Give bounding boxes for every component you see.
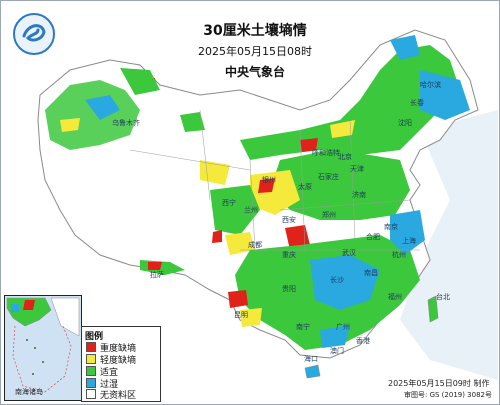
place-label-jinan: 济南 <box>352 191 366 199</box>
place-label-fuzhou: 福州 <box>388 293 402 301</box>
region-tibet-red <box>148 262 162 270</box>
legend-swatch <box>86 366 96 376</box>
legend-swatch <box>86 342 96 352</box>
legend-label: 轻度缺墒 <box>100 356 137 366</box>
region-north-xinjiang-green <box>120 68 160 95</box>
place-label-nanchang: 南昌 <box>364 269 378 277</box>
hainan-island <box>304 364 321 379</box>
region-south-blue <box>310 255 380 310</box>
region-inner-mongolia-red <box>300 138 318 152</box>
region-yunnan-red <box>228 290 248 308</box>
place-label-shijiazhuang: 石家庄 <box>318 173 339 181</box>
region-xinjiang-blue <box>85 95 120 120</box>
region-inner-mongolia-green <box>240 45 460 160</box>
place-label-hohhot: 呼和浩特 <box>312 149 340 157</box>
region-sichuan-yellow <box>225 232 255 255</box>
place-label-yinchuan: 银川 <box>262 176 276 184</box>
place-label-xian: 西安 <box>282 216 296 224</box>
region-northeast-blue <box>420 70 470 120</box>
region-inner-mongolia-yellow <box>330 120 355 138</box>
place-label-taipei: 台北 <box>436 293 450 301</box>
made-time: 2025年05月15日09时 制作 <box>388 379 490 388</box>
region-qinghai-green <box>210 185 260 235</box>
place-label-kunming: 昆明 <box>234 311 248 319</box>
place-label-hangzhou: 杭州 <box>392 251 406 259</box>
place-label-xining: 西宁 <box>222 199 236 207</box>
map-title: 30厘米土壤墒情 <box>203 23 307 39</box>
region-yili-green <box>180 112 205 132</box>
legend-item-light-deficit: 轻度缺墒 <box>86 354 137 366</box>
place-label-shenyang: 沈阳 <box>398 119 412 127</box>
south-china-sea-inset: 南海诸岛 <box>4 295 82 401</box>
legend-swatch <box>86 354 96 364</box>
cma-logo <box>13 13 55 55</box>
map-approval-number: 审图号: GS (2019) 3082号 <box>404 391 492 399</box>
place-label-guangzhou: 广州 <box>336 323 350 331</box>
region-guangdong-blue <box>320 325 350 348</box>
legend-item-wet: 过湿 <box>86 378 119 390</box>
region-sichuan-red <box>212 230 222 243</box>
place-label-chongqing: 重庆 <box>282 251 296 259</box>
place-label-tianjin: 天津 <box>350 165 364 173</box>
region-xinjiang-green <box>45 80 140 150</box>
legend-label: 适宜 <box>100 368 119 378</box>
place-label-changsha: 长沙 <box>330 276 344 284</box>
place-label-harbin: 哈尔滨 <box>420 81 441 89</box>
place-label-haikou: 海口 <box>304 355 318 363</box>
legend-item-severe-deficit: 重度缺墒 <box>86 342 137 354</box>
map-legend: 图例 重度缺墒 轻度缺墒 适宜 过湿 无资料区 <box>81 326 161 402</box>
legend-item-suitable: 适宜 <box>86 366 119 378</box>
legend-swatch <box>86 389 96 399</box>
place-label-beijing: 北京 <box>338 153 352 161</box>
inset-map <box>6 297 80 393</box>
place-label-changchun: 长春 <box>410 99 424 107</box>
place-label-lanzhou: 兰州 <box>244 206 258 214</box>
place-label-hongkong: 香港 <box>356 337 370 345</box>
taiwan-island <box>427 295 439 323</box>
place-label-nanning: 南宁 <box>296 323 310 331</box>
place-label-taiyuan: 太原 <box>298 183 312 191</box>
region-yunnan-yellow <box>240 308 262 327</box>
place-label-macau: 澳门 <box>330 347 344 355</box>
legend-label: 无资料区 <box>100 391 137 401</box>
legend-swatch <box>86 378 96 388</box>
place-label-hefei: 合肥 <box>366 233 380 241</box>
region-loess-red-2 <box>285 225 310 250</box>
legend-item-no-data: 无资料区 <box>86 389 137 401</box>
place-label-wuhan: 武汉 <box>342 249 356 257</box>
place-label-zhengzhou: 郑州 <box>322 211 336 219</box>
place-label-nanjing: 南京 <box>384 223 398 231</box>
place-label-lhasa: 拉萨 <box>150 271 164 279</box>
region-east-blue <box>390 210 425 255</box>
legend-title: 图例 <box>85 332 104 342</box>
legend-label: 过湿 <box>100 380 119 390</box>
place-label-guiyang: 贵阳 <box>282 285 296 293</box>
issuing-agency: 中央气象台 <box>224 65 285 79</box>
region-xinjiang-yellow <box>60 118 80 132</box>
region-northeast-blue-2 <box>390 35 420 60</box>
legend-label: 重度缺墒 <box>100 344 137 354</box>
province-lines <box>129 109 420 251</box>
region-loess-red-1 <box>258 178 275 193</box>
east-sea <box>400 110 498 380</box>
inset-label: 南海诸岛 <box>15 388 43 396</box>
map-datetime: 2025年05月15日08时 <box>198 45 312 58</box>
place-label-chengdu: 成都 <box>248 241 262 249</box>
place-label-shanghai: 上海 <box>402 237 416 245</box>
place-label-urumqi: 乌鲁木齐 <box>112 119 140 127</box>
